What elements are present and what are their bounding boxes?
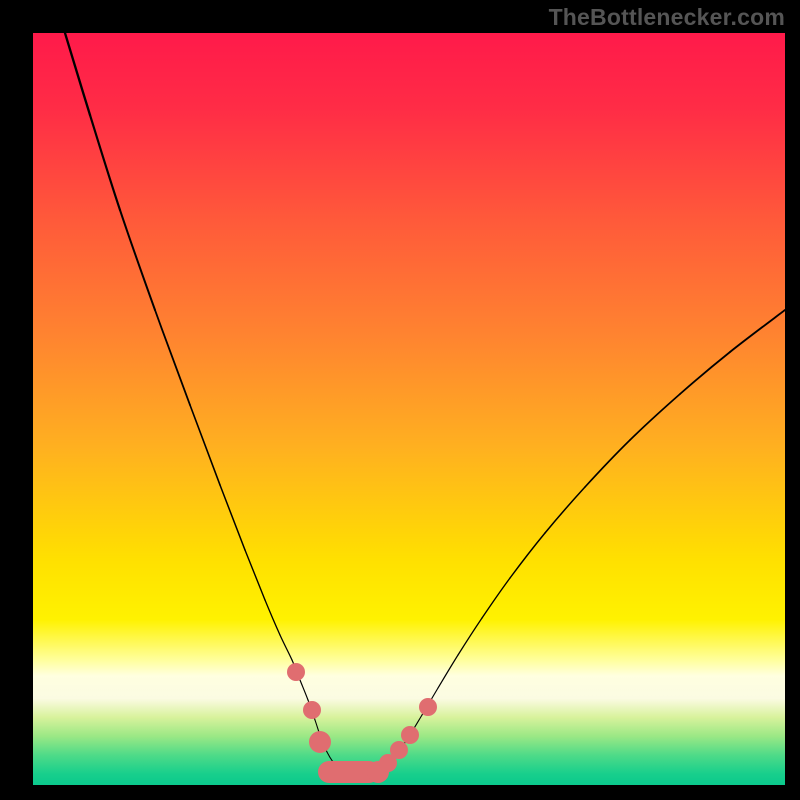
marker-cap-left xyxy=(309,731,331,753)
marker-dot-5 xyxy=(419,698,437,716)
frame-left xyxy=(0,0,33,800)
marker-dot-1 xyxy=(303,701,321,719)
marker-dot-3 xyxy=(390,741,408,759)
bottleneck-curve-chart xyxy=(0,0,800,800)
frame-bottom xyxy=(0,785,800,800)
watermark-text: TheBottlenecker.com xyxy=(549,4,785,31)
plot-background xyxy=(33,33,785,785)
marker-dot-0 xyxy=(287,663,305,681)
frame-right xyxy=(785,0,800,800)
marker-dot-4 xyxy=(401,726,419,744)
